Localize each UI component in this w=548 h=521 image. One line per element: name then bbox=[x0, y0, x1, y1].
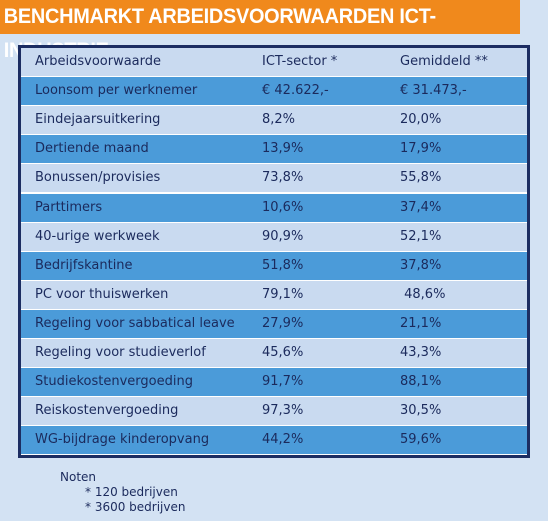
cell-value: 44,2% bbox=[262, 432, 304, 448]
cell-value: Gemiddeld ** bbox=[400, 54, 488, 69]
table-row: Bonussen/provisies 73,8% 55,8% bbox=[21, 164, 527, 194]
notes-title: Noten bbox=[60, 470, 97, 484]
table-row: Reiskostenvergoeding 97,3% 30,5% bbox=[21, 397, 527, 427]
header-row: Arbeidsvoorwaarde ICT-sector * Gemiddeld *… bbox=[21, 48, 527, 77]
cell-value: 59,6% bbox=[400, 432, 442, 448]
cell-value: 90,9% bbox=[262, 228, 304, 244]
cell-value: 37,8% bbox=[400, 257, 442, 273]
cell-value: 20,0% bbox=[400, 112, 442, 128]
cell-value: 55,8% bbox=[400, 170, 442, 186]
cell-value: 48,6% bbox=[400, 286, 446, 302]
row-label: PC voor thuiswerken bbox=[35, 286, 169, 302]
row-label: Reiskostenvergoeding bbox=[35, 403, 179, 419]
row-label: Loonsom per werknemer bbox=[35, 83, 198, 99]
cell-value: 8,2% bbox=[262, 112, 296, 128]
cell-value: 79,1% bbox=[262, 286, 304, 302]
table-row: Regeling voor sabbatical leave 27,9% 21,1% bbox=[21, 309, 527, 339]
row-label: Studiekostenvergoeding bbox=[35, 374, 193, 390]
cell-value: 17,9% bbox=[400, 141, 442, 157]
cell-value: 43,3% bbox=[400, 345, 442, 360]
cell-value: € 31.473,- bbox=[400, 83, 467, 99]
row-label: 40-urige werkweek bbox=[35, 228, 160, 244]
table-row: Eindejaarsuitkering 8,2% 20,0% bbox=[21, 106, 527, 136]
row-label: WG-bijdrage kinderopvang bbox=[35, 432, 210, 448]
cell-value: 73,8% bbox=[262, 170, 304, 186]
row-label: Parttimers bbox=[35, 199, 103, 215]
table-row: Studiekostenvergoeding 91,7% 88,1% bbox=[21, 368, 527, 398]
table-row: 40-urige werkweek 90,9% 52,1% bbox=[21, 222, 527, 252]
cell-value: 21,1% bbox=[400, 315, 442, 331]
row-label: Eindejaarsuitkering bbox=[35, 112, 161, 128]
cell-value: 88,1% bbox=[400, 374, 442, 390]
cell-value: € 42.622,- bbox=[262, 83, 329, 99]
cell-value: 97,3% bbox=[262, 403, 304, 419]
row-label: Bonussen/provisies bbox=[35, 170, 161, 186]
table: Arbeidsvoorwaarde ICT-sector * Gemiddeld *… bbox=[18, 45, 530, 458]
cell-value: 13,9% bbox=[262, 141, 304, 157]
cell-value: 52,1% bbox=[400, 228, 442, 244]
table-row: WG-bijdrage kinderopvang 44,2% 59,6% bbox=[21, 426, 527, 456]
cell-value: 37,4% bbox=[400, 199, 442, 215]
cell-value: 27,9% bbox=[262, 315, 304, 331]
table-row: Dertiende maand 13,9% 17,9% bbox=[21, 135, 527, 165]
cell-value: 91,7% bbox=[262, 374, 304, 390]
table-row: Regeling voor studieverlof 45,6% 43,3% bbox=[21, 339, 527, 368]
row-label: Regeling voor sabbatical leave bbox=[35, 315, 235, 331]
note-item: * 3600 bedrijven bbox=[85, 500, 186, 514]
table-row: Parttimers 10,6% 37,4% bbox=[21, 193, 527, 223]
table-row: Loonsom per werknemer € 42.622,- € 31.473,… bbox=[21, 77, 527, 107]
table-row: PC voor thuiswerken 79,1% 48,6% bbox=[21, 280, 527, 310]
notes: Noten * 120 bedrijven * 3600 bedrijven bbox=[60, 470, 185, 515]
cell-value: 30,5% bbox=[400, 403, 442, 419]
row-label: Bedrijfskantine bbox=[35, 257, 133, 273]
row-label: Regeling voor studieverlof bbox=[35, 345, 206, 360]
cell-value: 45,6% bbox=[262, 345, 304, 360]
table-row: Bedrijfskantine 51,8% 37,8% bbox=[21, 251, 527, 281]
row-label: Dertiende maand bbox=[35, 141, 149, 157]
note-item: * 120 bedrijven bbox=[85, 485, 178, 499]
cell-value: 10,6% bbox=[262, 199, 304, 215]
cell-value: 51,8% bbox=[262, 257, 304, 273]
title-banner: BENCHMARKT ARBEIDSVOORWAARDEN ICT-INDUST… bbox=[0, 0, 520, 62]
row-label: Arbeidsvoorwaarde bbox=[35, 54, 162, 69]
cell-value: ICT-sector * bbox=[262, 54, 338, 69]
